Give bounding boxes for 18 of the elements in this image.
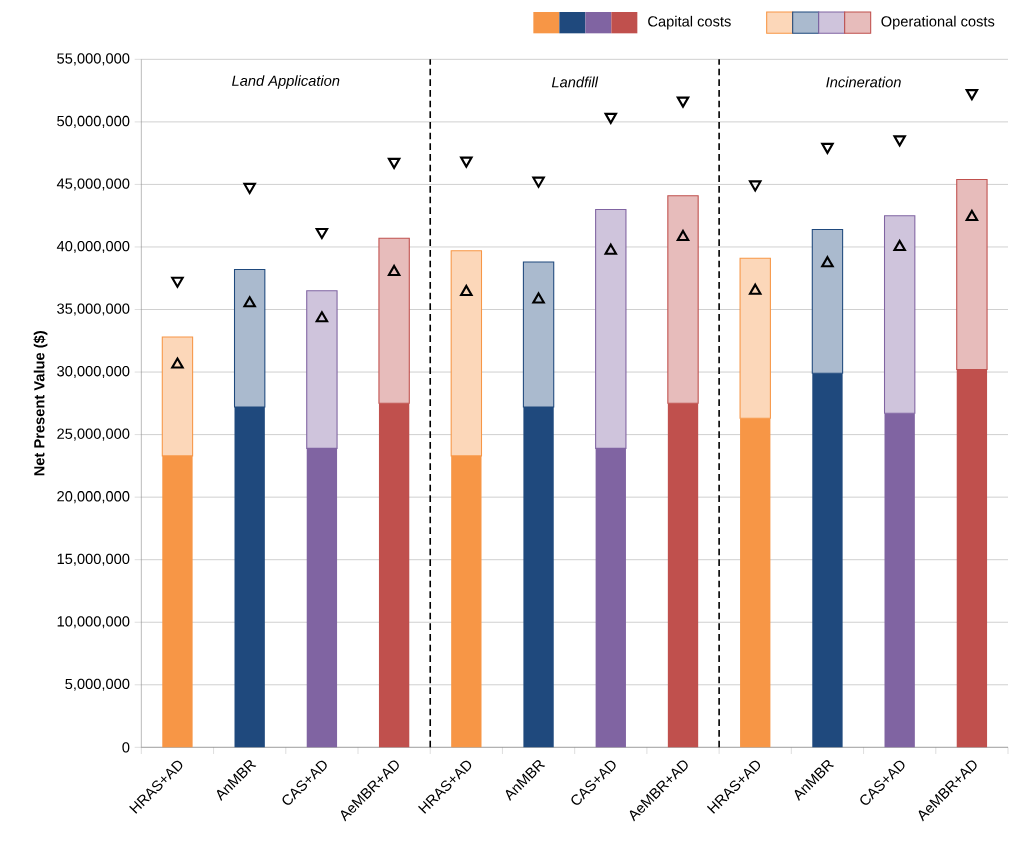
y-tick-label: 30,000,000 — [57, 365, 130, 378]
y-tick-label: 20,000,000 — [57, 490, 130, 504]
y-tick-label: 50,000,000 — [57, 115, 130, 128]
annotation: Incineration — [826, 76, 901, 88]
y-tick-label: 45,000,000 — [56, 178, 130, 191]
y-tick-label: 40,000,000 — [56, 240, 130, 253]
y-tick-label: 10,000,000 — [57, 616, 130, 629]
legend-label: Operational costs — [881, 15, 995, 30]
y-axis-title: Net Present Value ($) — [33, 330, 48, 476]
annotation: Land Application — [232, 75, 340, 89]
legend-label: Capital costs — [648, 15, 731, 30]
y-tick-label: 35,000,000 — [57, 303, 130, 316]
y-tick-label: 25,000,000 — [57, 428, 130, 441]
y-tick-label: 15,000,000 — [57, 553, 130, 566]
y-tick-label: 0 — [122, 742, 130, 753]
y-tick-label: 5,000,000 — [65, 678, 130, 691]
y-tick-label: 55,000,000 — [57, 53, 130, 66]
annotation: Landfill — [551, 76, 599, 88]
